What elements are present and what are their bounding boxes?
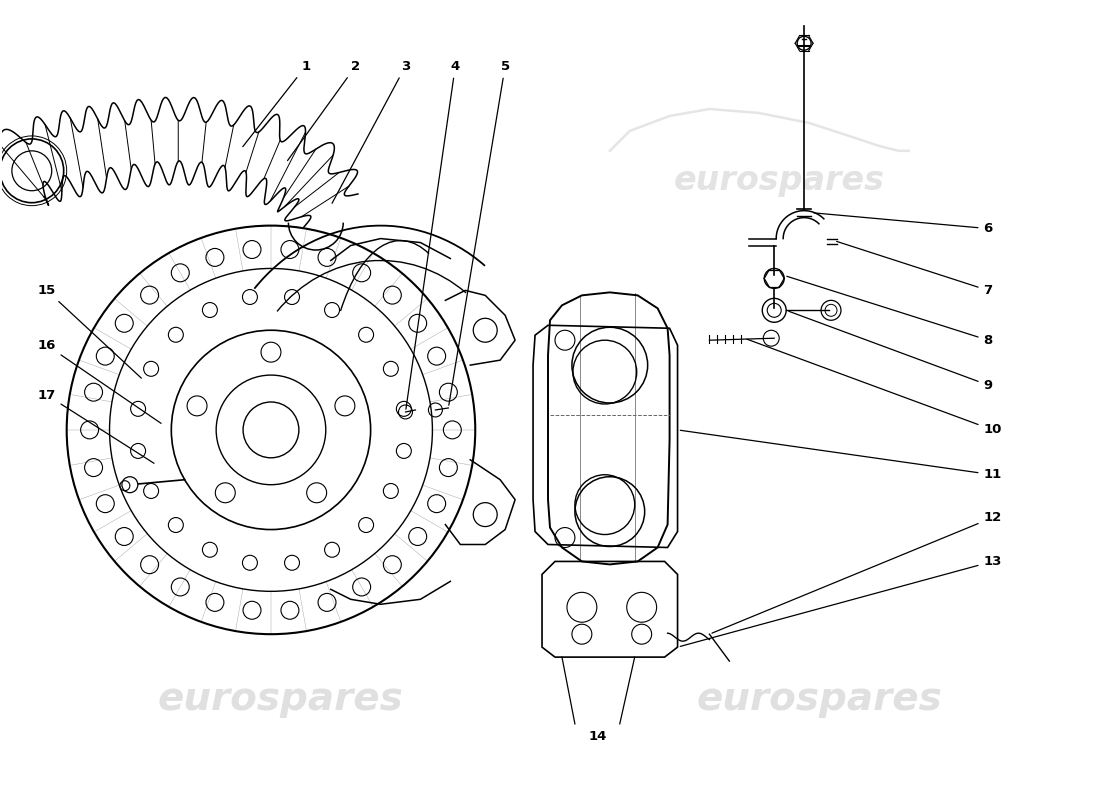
Text: 9: 9 [789,311,992,391]
Circle shape [67,226,475,634]
Text: 2: 2 [287,60,360,161]
Text: 6: 6 [814,213,992,235]
Text: eurospares: eurospares [673,164,884,198]
Text: 11: 11 [680,430,1002,482]
Text: eurospares: eurospares [696,680,942,718]
Text: 14: 14 [588,730,607,743]
Text: 15: 15 [37,284,142,378]
Text: 16: 16 [37,338,161,423]
Text: 3: 3 [332,60,410,203]
Text: 17: 17 [37,389,154,463]
Text: 5: 5 [449,60,509,406]
Text: 13: 13 [680,555,1002,646]
Text: 7: 7 [837,242,992,297]
Text: 10: 10 [747,339,1002,436]
Text: eurospares: eurospares [158,680,404,718]
Text: 4: 4 [406,60,460,410]
Text: 1: 1 [243,60,310,146]
Text: 12: 12 [712,511,1002,633]
Text: 8: 8 [786,276,992,346]
Circle shape [122,477,138,493]
